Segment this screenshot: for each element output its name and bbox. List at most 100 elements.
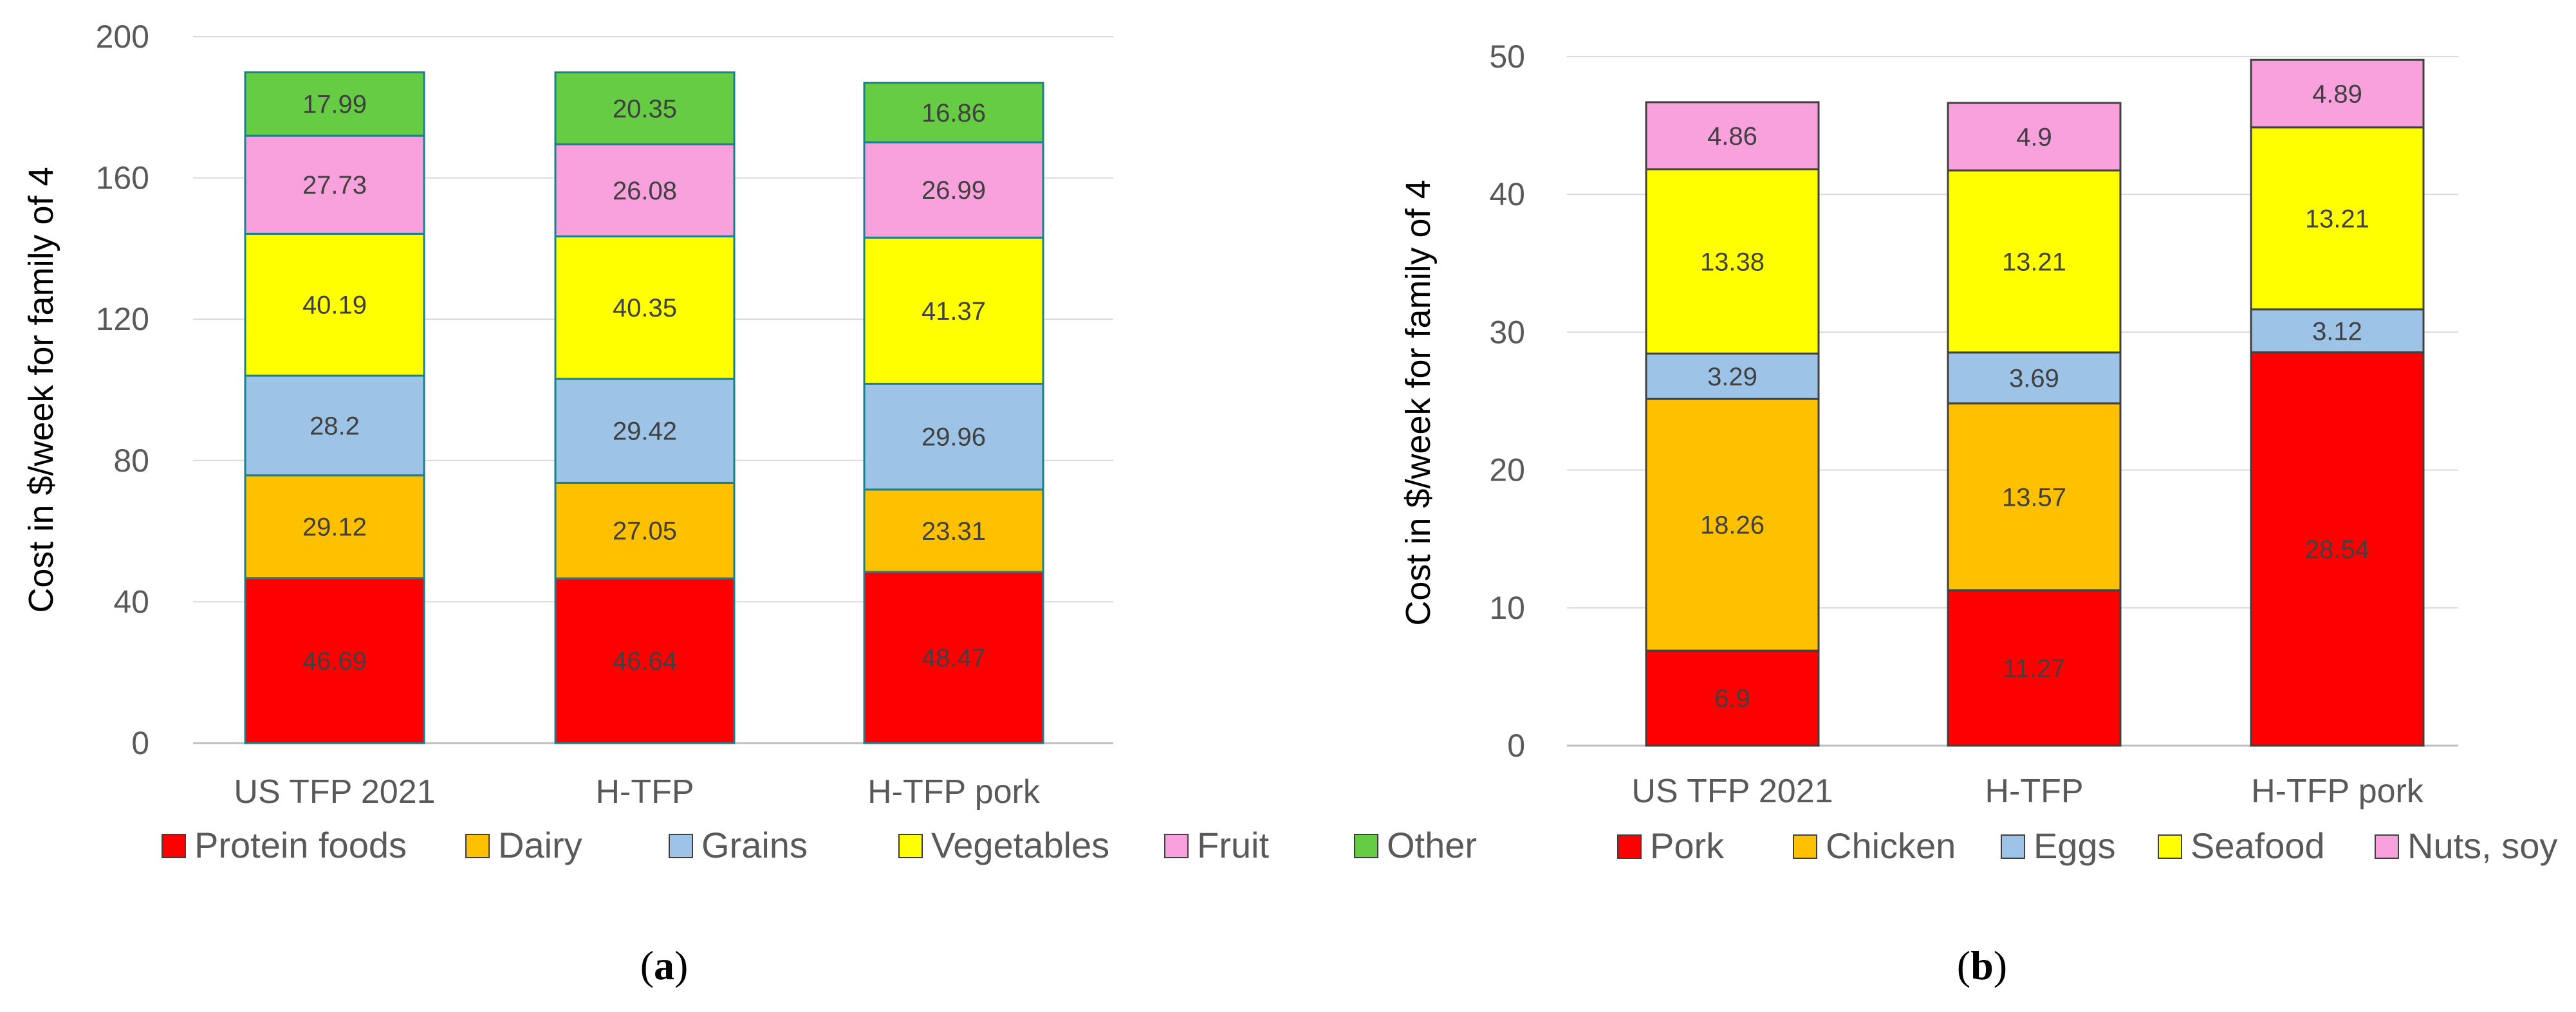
data-label-protein-foods: 46.69 [302,647,367,676]
bar-eggs-h-tfp [1947,351,2122,405]
panel-label: (a) [640,943,689,988]
data-label-dairy: 29.12 [302,513,367,542]
data-label-fruit: 26.99 [922,176,986,205]
data-label-eggs: 3.29 [1707,363,1757,391]
data-label-dairy: 27.05 [613,517,677,546]
bar-nuts-soy-h-tfp [1947,102,2122,172]
y-tick-label: 30 [1489,314,1525,350]
data-label-other: 20.35 [613,95,677,123]
legend-swatch-protein-foods [162,834,186,858]
bar-seafood-h-tfp [1947,169,2122,354]
y-axis-label: Cost in $/week for family of 4 [1399,179,1438,625]
panel-label-part: a [654,943,674,988]
legend-label-eggs: Eggs [2034,825,2116,866]
bar-other-us-tfp-2021 [244,71,425,137]
legend-swatch-dairy [465,834,490,858]
bar-fruit-h-tfp [554,143,736,237]
panel-label-part: b [1970,943,1994,988]
legend-swatch-eggs [2001,834,2025,859]
legend-swatch-seafood [2158,834,2182,859]
data-label-seafood: 13.21 [2305,205,2369,233]
bar-grains-h-tfp-pork [863,382,1044,491]
legend-swatch-other [1354,834,1378,858]
data-label-other: 17.99 [302,91,367,119]
bar-other-h-tfp [554,71,736,145]
data-label-protein-foods: 46.64 [613,647,677,676]
legend-swatch-chicken [1793,834,1817,859]
data-label-pork: 6.9 [1714,685,1750,713]
y-tick-label: 10 [1489,590,1525,626]
data-label-chicken: 18.26 [1700,511,1765,540]
panel-label-part: ( [1957,943,1970,988]
panel-label-part: ) [1994,943,2007,988]
data-label-eggs: 3.12 [2312,317,2362,345]
legend-label-fruit: Fruit [1197,825,1269,865]
data-label-nuts-soy: 4.89 [2312,80,2362,109]
x-tick-label: US TFP 2021 [234,773,435,811]
chart-b: 0 10 20 30 40 50 Cost in $/week for family of … [1399,39,2557,988]
bar-pork-h-tfp-pork [2250,351,2425,747]
chart-a: 0 40 80 120 160 200 Cost in $/week for family … [22,19,1477,988]
x-tick-label: H-TFP [1985,773,2083,810]
bar-dairy-h-tfp [554,481,736,580]
data-label-seafood: 13.21 [2002,248,2066,276]
legend-swatch-nuts-soy [2375,834,2399,859]
bar-protein-foods-h-tfp-pork [863,571,1044,744]
bar-protein-foods-h-tfp [554,577,736,744]
legend-label-other: Other [1387,825,1477,865]
legend-swatch-vegetables [898,834,923,858]
bar-dairy-h-tfp-pork [863,488,1044,573]
y-tick-label: 50 [1489,39,1525,75]
bar-seafood-us-tfp-2021 [1645,168,1820,355]
bar-dairy-us-tfp-2021 [244,474,425,580]
bar-grains-h-tfp [554,378,736,484]
data-label-protein-foods: 48.47 [922,644,986,672]
data-label-grains: 29.96 [922,423,986,452]
data-label-dairy: 23.31 [922,517,986,546]
legend-label-chicken: Chicken [1826,825,1956,866]
bar-nuts-soy-h-tfp-pork [2250,59,2425,129]
legend-swatch-pork [1617,834,1642,859]
data-label-other: 16.86 [922,99,986,127]
data-label-vegetables: 40.19 [302,291,367,320]
x-tick-label: H-TFP pork [867,773,1041,811]
legend-label-grains: Grains [701,825,808,865]
y-tick-label: 80 [113,443,149,479]
y-tick-label: 40 [1489,176,1525,212]
legend-label-dairy: Dairy [498,825,582,865]
legend-swatch-grains [669,834,693,858]
y-tick-label: 20 [1489,452,1525,488]
data-label-seafood: 13.38 [1700,248,1765,276]
bar-other-h-tfp-pork [863,82,1044,143]
y-tick-label: 200 [96,19,149,55]
legend-label-nuts-soy: Nuts, soy [2407,825,2557,866]
legend-label-seafood: Seafood [2191,825,2325,866]
bar-fruit-us-tfp-2021 [244,134,425,235]
bar-grains-us-tfp-2021 [244,374,425,477]
bar-chicken-h-tfp [1947,402,2122,592]
legend-label-protein-foods: Protein foods [194,825,407,865]
panel-label: (b) [1957,943,2007,988]
bar-pork-h-tfp [1947,589,2122,747]
y-tick-label: 0 [1507,728,1525,764]
legend-label-pork: Pork [1650,825,1725,866]
bar-vegetables-h-tfp [554,235,736,380]
x-tick-label: H-TFP [595,773,694,811]
x-tick-label: US TFP 2021 [1631,773,1833,810]
bar-eggs-h-tfp-pork [2250,308,2425,354]
y-tick-label: 120 [96,301,149,337]
x-tick-label: H-TFP pork [2251,773,2424,810]
data-label-vegetables: 40.35 [613,294,677,322]
data-label-pork: 11.27 [2003,654,2065,683]
bar-nuts-soy-us-tfp-2021 [1645,101,1820,170]
bar-chicken-us-tfp-2021 [1645,398,1820,652]
data-label-grains: 29.42 [613,418,677,446]
bar-vegetables-h-tfp-pork [863,236,1044,385]
bar-eggs-us-tfp-2021 [1645,353,1820,400]
data-label-eggs: 3.69 [2009,364,2059,392]
panel-label-part: ) [674,943,688,988]
y-axis-label: Cost in $/week for family of 4 [22,167,60,612]
y-tick-label: 0 [131,725,149,761]
legend-swatch-fruit [1164,834,1189,858]
